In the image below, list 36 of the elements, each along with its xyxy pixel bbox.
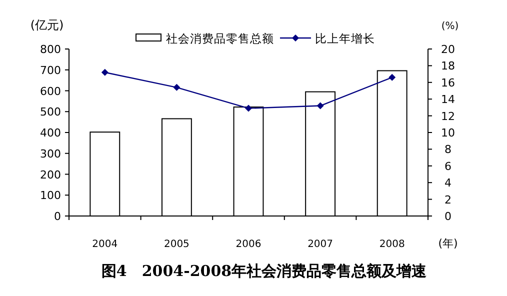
x-tick-label: 2004 <box>92 239 118 250</box>
legend-label: 社会消费品零售总额 <box>166 32 274 46</box>
y2-tick-label: 16 <box>441 76 455 90</box>
x-tick-label: 2006 <box>236 239 262 250</box>
y2-axis-title: (%) <box>441 21 459 32</box>
y-tick-label: 100 <box>40 189 61 202</box>
point <box>316 102 324 110</box>
x-axis-title: (年) <box>438 237 458 250</box>
legend-label: 比上年增长 <box>315 32 375 46</box>
y2-tick-label: 6 <box>444 160 452 173</box>
y-tick-label: 700 <box>40 64 61 77</box>
y-axis-title: (亿元) <box>30 18 64 32</box>
x-tick-label: 2005 <box>164 239 190 250</box>
x-tick-label: 2007 <box>308 239 334 250</box>
y2-tick-label: 18 <box>441 60 455 73</box>
x-tick-label: 2008 <box>379 239 405 250</box>
text: 图4 2004-2008年社会消费品零售总额及增速 <box>101 262 428 280</box>
y-tick-label: 800 <box>40 43 61 56</box>
y-tick-label: 400 <box>40 126 61 140</box>
y2-tick-label: 10 <box>441 126 455 140</box>
y2-tick-label: 14 <box>441 93 455 106</box>
y2-tick-label: 2 <box>444 193 452 206</box>
y2-tick-label: 8 <box>444 143 452 156</box>
point <box>173 84 180 91</box>
y2-tick-label: 0 <box>444 210 452 223</box>
y-tick-label: 600 <box>40 84 61 98</box>
y2-tick-label: 4 <box>444 176 452 190</box>
point <box>245 104 252 112</box>
y-tick-label: 0 <box>54 210 61 223</box>
y2-tick-label: 12 <box>441 110 455 123</box>
y-tick-label: 200 <box>40 168 61 182</box>
y2-tick-label: 20 <box>441 43 455 56</box>
point <box>101 68 108 76</box>
y-tick-label: 300 <box>40 147 61 160</box>
point <box>388 74 396 81</box>
y-tick-label: 500 <box>40 106 61 119</box>
